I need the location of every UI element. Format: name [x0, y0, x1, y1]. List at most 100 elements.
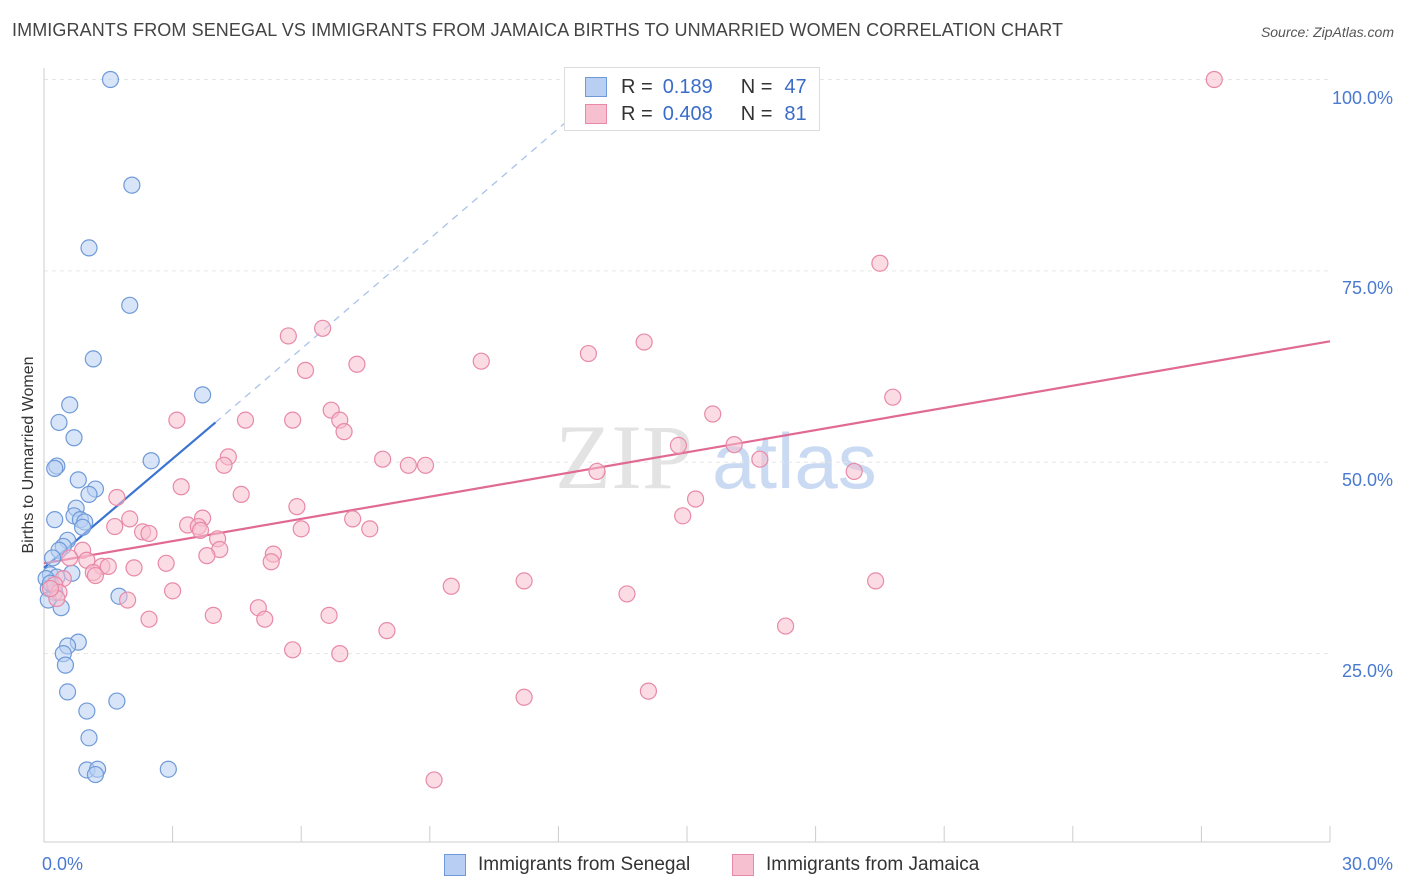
legend-row-senegal: R = 0.189 N = 47: [585, 74, 807, 100]
axis-labels: Births to Unmarried Women 0.0% 30.0% 25.…: [20, 88, 1393, 874]
jamaica-point-64: [164, 582, 182, 600]
jamaica-point-17: [725, 436, 743, 454]
jamaica-point-65: [618, 585, 636, 603]
jamaica-point-35: [344, 510, 362, 528]
senegal-point-44: [86, 765, 105, 784]
jamaica-point-79: [425, 771, 443, 789]
senegal-point-2: [80, 239, 98, 257]
jamaica-point-22: [215, 456, 233, 474]
y-axis-label: Births to Unmarried Women: [20, 356, 37, 553]
jamaica-point-28: [232, 485, 250, 504]
senegal-point-20: [73, 518, 92, 536]
y-tick-label-25: 25.0%: [1342, 661, 1393, 681]
jamaica-n-value: 81: [784, 102, 807, 125]
senegal-point-5: [194, 386, 212, 404]
x-tick-label-min: 0.0%: [42, 854, 83, 874]
jamaica-point-23: [399, 456, 417, 474]
correlation-legend: R = 0.189 N = 47 R = 0.408 N = 81: [564, 67, 820, 131]
jamaica-point-5: [579, 344, 598, 363]
jamaica-point-77: [639, 682, 658, 700]
jamaica-point-33: [121, 510, 139, 528]
senegal-point-1: [123, 176, 141, 194]
jamaica-point-14: [284, 411, 302, 429]
watermark-atlas: atlas: [712, 417, 877, 505]
senegal-point-4: [84, 350, 102, 368]
senegal-r-label: R =: [621, 75, 653, 98]
jamaica-point-1: [871, 254, 889, 272]
jamaica-point-3: [279, 327, 297, 345]
bottom-senegal-swatch: [444, 854, 466, 876]
jamaica-point-80: [41, 579, 60, 598]
bottom-senegal-label: Immigrants from Senegal: [478, 854, 691, 875]
jamaica-point-75: [284, 641, 302, 659]
grid: [44, 79, 1330, 655]
jamaica-point-31: [288, 498, 306, 516]
senegal-point-40: [78, 702, 96, 720]
axes: [43, 68, 1331, 843]
jamaica-point-37: [106, 517, 124, 536]
senegal-point-37: [56, 656, 75, 674]
y-tick-label-50: 50.0%: [1342, 470, 1393, 490]
y-tick-label-100: 100.0%: [1332, 88, 1393, 108]
jamaica-point-71: [140, 610, 158, 628]
chart-title: IMMIGRANTS FROM SENEGAL VS IMMIGRANTS FR…: [12, 20, 1064, 40]
jamaica-point-7: [348, 355, 366, 373]
jamaica-point-40: [361, 520, 379, 538]
senegal-point-7: [50, 413, 68, 432]
senegal-point-45: [159, 760, 177, 778]
jamaica-point-18: [669, 436, 688, 455]
senegal-point-38: [58, 683, 77, 701]
legend-row-jamaica: R = 0.408 N = 81: [585, 101, 807, 127]
jamaica-trend-line: [43, 340, 1331, 565]
senegal-point-3: [121, 296, 139, 314]
jamaica-point-32: [674, 507, 692, 525]
jamaica-point-60: [515, 572, 533, 590]
bottom-legend-senegal: Immigrants from Senegal: [444, 852, 690, 878]
bottom-jamaica-swatch: [732, 854, 754, 876]
senegal-point-6: [61, 396, 79, 414]
watermark-zip: ZIP: [555, 406, 693, 508]
jamaica-point-69: [204, 606, 222, 624]
jamaica-point-67: [118, 591, 137, 609]
jamaica-point-20: [374, 450, 392, 468]
jamaica-point-41: [191, 521, 210, 539]
jamaica-r-label: R =: [621, 102, 653, 125]
senegal-n-value: 47: [784, 75, 807, 98]
senegal-point-24: [43, 549, 62, 567]
senegal-point-0: [101, 70, 120, 89]
jamaica-point-13: [236, 411, 255, 429]
jamaica-point-6: [472, 352, 490, 370]
jamaica-point-54: [99, 557, 117, 575]
jamaica-point-49: [61, 549, 79, 567]
jamaica-point-70: [320, 606, 338, 624]
source-label: Source: ZipAtlas.com: [1260, 24, 1394, 40]
senegal-r-value: 0.189: [662, 75, 713, 98]
jamaica-point-26: [845, 462, 863, 481]
jamaica-point-73: [776, 617, 795, 635]
senegal-point-8: [65, 429, 83, 447]
bottom-legend-jamaica: Immigrants from Jamaica: [732, 852, 979, 878]
jamaica-point-2: [314, 319, 332, 337]
jamaica-point-43: [140, 524, 158, 543]
jamaica-point-11: [704, 405, 722, 423]
jamaica-point-61: [442, 577, 460, 595]
senegal-n-label: N =: [740, 75, 773, 98]
senegal-trend-extension: [215, 109, 581, 423]
senegal-point-11: [46, 459, 64, 477]
jamaica-point-29: [108, 488, 126, 507]
jamaica-point-0: [1205, 70, 1223, 89]
bottom-jamaica-label: Immigrants from Jamaica: [766, 854, 980, 875]
jamaica-point-55: [125, 559, 143, 577]
jamaica-point-24: [416, 456, 435, 474]
jamaica-point-48: [198, 547, 216, 565]
jamaica-point-52: [157, 554, 175, 572]
watermark: ZIP atlas: [555, 406, 877, 508]
senegal-point-9: [142, 452, 160, 470]
jamaica-point-74: [378, 622, 396, 640]
senegal-point-17: [46, 511, 64, 529]
jamaica-point-78: [515, 688, 533, 706]
jamaica-point-76: [331, 645, 349, 663]
jamaica-point-57: [86, 566, 105, 585]
jamaica-point-27: [172, 478, 190, 496]
